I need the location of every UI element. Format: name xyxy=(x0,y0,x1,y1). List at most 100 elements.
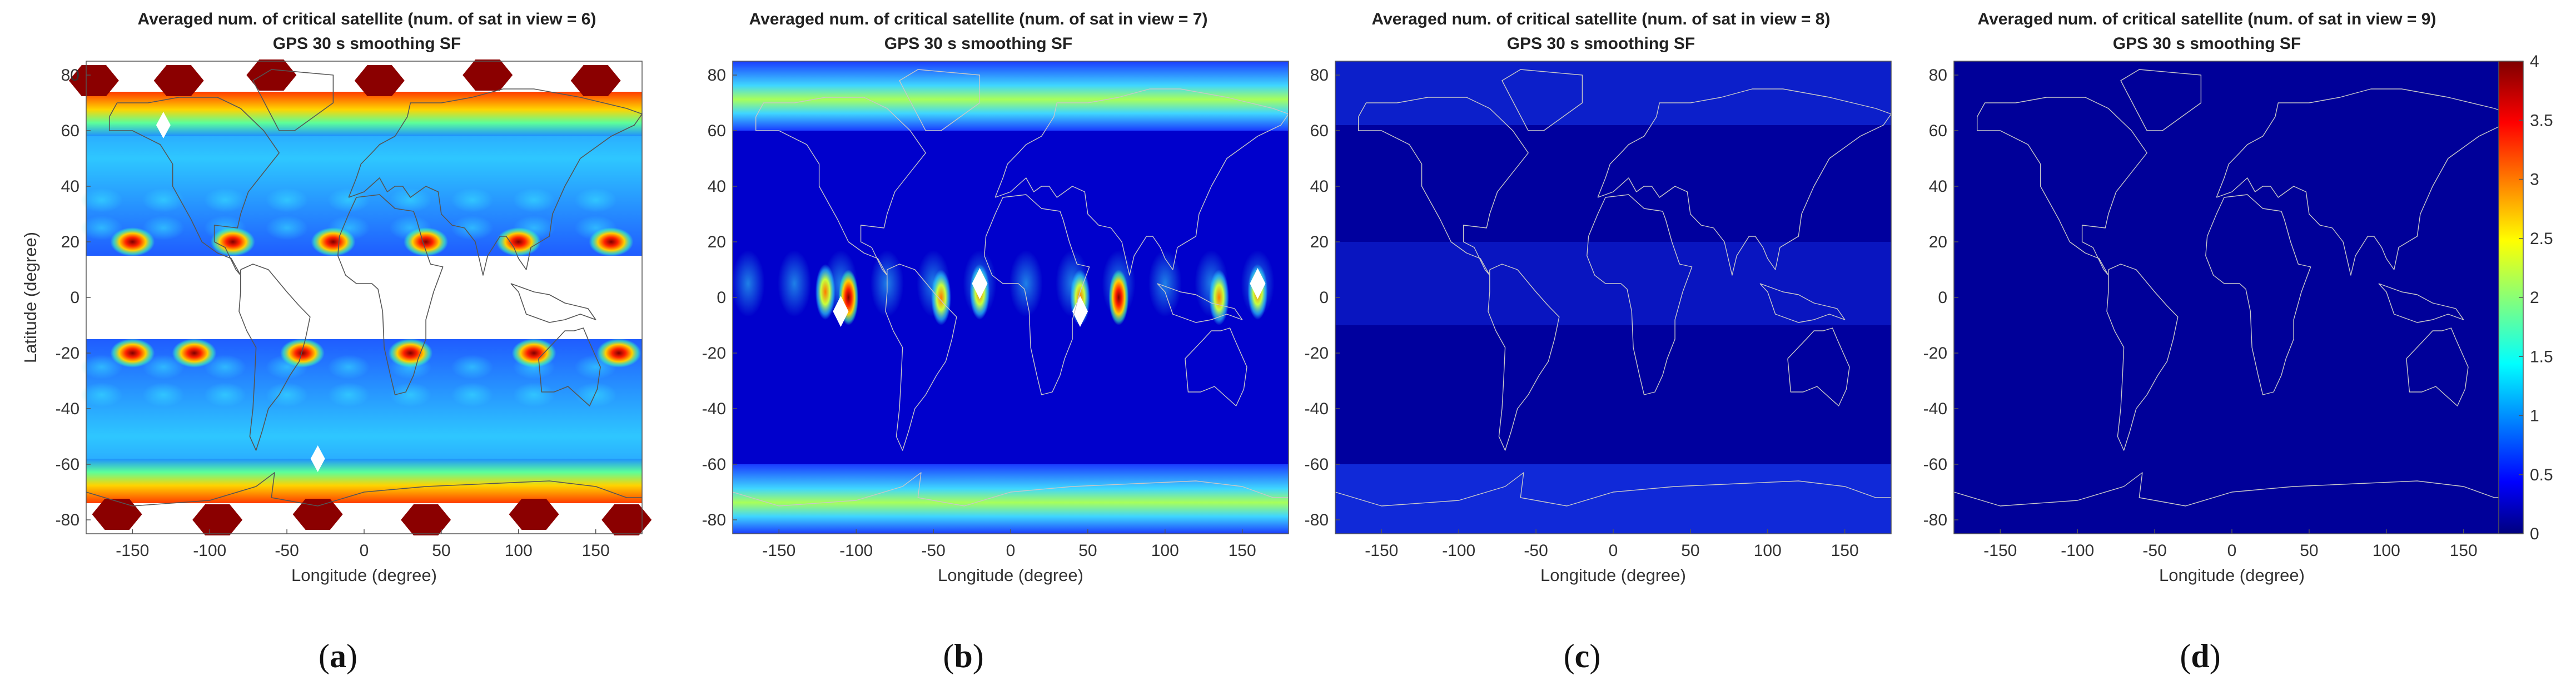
y-tick-label: -40 xyxy=(1305,400,1329,418)
y-tick-label: -60 xyxy=(1305,455,1329,474)
plot-background xyxy=(1335,61,1891,534)
coastline xyxy=(337,194,444,395)
heatmap-cell xyxy=(266,216,309,240)
no-data-marker xyxy=(310,445,325,472)
heatmap-hotspot xyxy=(596,339,641,368)
y-tick-label: 60 xyxy=(1929,122,1947,140)
heatmap-cell xyxy=(731,250,765,317)
x-tick-label: -100 xyxy=(839,542,873,560)
colorbar-tick-label: 3.5 xyxy=(2530,111,2553,130)
x-tick-label: -50 xyxy=(921,542,945,560)
no-data-region xyxy=(86,256,642,339)
chart-title: Averaged num. of critical satellite (num… xyxy=(138,10,596,28)
panel-caption: (c) xyxy=(1564,638,1601,674)
heatmap-cell xyxy=(513,188,555,212)
heatmap-hotspot xyxy=(589,227,634,256)
x-tick-label: -150 xyxy=(762,542,795,560)
coastline xyxy=(1787,327,1850,406)
x-tick-label: -50 xyxy=(275,542,299,560)
y-tick-label: 0 xyxy=(70,289,79,307)
panel-caption: (d) xyxy=(2180,638,2220,674)
no-data-marker xyxy=(972,268,988,299)
y-tick-label: -80 xyxy=(56,511,79,529)
y-tick-label: 0 xyxy=(1938,289,1947,307)
coastline xyxy=(1358,97,1529,276)
x-axis-label: Longitude (degree) xyxy=(2159,565,2305,585)
x-tick-label: -100 xyxy=(2061,542,2094,560)
y-tick-label: -20 xyxy=(1305,344,1329,363)
y-tick-label: 80 xyxy=(1929,66,1947,85)
colorbar-tick-label: 1 xyxy=(2530,407,2539,425)
heatmap-cell xyxy=(204,188,246,212)
coastline xyxy=(108,97,280,276)
heatmap-band xyxy=(86,459,642,503)
no-data-marker xyxy=(156,112,171,138)
x-tick-label: 0 xyxy=(2227,542,2237,560)
y-tick-label: -40 xyxy=(702,400,726,418)
x-tick-label: 50 xyxy=(1078,542,1097,560)
heatmap-cell xyxy=(142,216,185,240)
heatmap-band xyxy=(1335,61,1891,125)
coastline xyxy=(1501,69,1583,131)
heatmap-hotspot xyxy=(311,227,356,256)
coastline xyxy=(252,69,334,131)
heatmap-cell xyxy=(204,383,246,407)
heatmap-cell xyxy=(601,504,652,535)
coastline xyxy=(1488,264,1560,451)
no-data-marker xyxy=(833,296,849,327)
heatmap-band xyxy=(733,61,1289,131)
heatmap-hotspot xyxy=(931,270,951,325)
heatmap-cell xyxy=(92,499,142,530)
heatmap-cell xyxy=(327,355,370,379)
x-tick-label: -50 xyxy=(2142,542,2166,560)
panel-caption: (a) xyxy=(319,638,357,674)
chart-subtitle: GPS 30 s smoothing SF xyxy=(2113,34,2301,53)
heatmap-cell xyxy=(266,188,309,212)
heatmap-cell xyxy=(204,355,246,379)
y-tick-label: -80 xyxy=(1305,511,1329,529)
coastline xyxy=(1157,283,1243,323)
x-tick-label: 50 xyxy=(2300,542,2318,560)
colorbar-tick-label: 0 xyxy=(2530,525,2539,543)
colorbar-tick-label: 3 xyxy=(2530,171,2539,189)
x-tick-label: 50 xyxy=(1681,542,1699,560)
coastline xyxy=(1953,472,2510,507)
heatmap-hotspot xyxy=(815,264,836,320)
heatmap-cell xyxy=(80,355,123,379)
y-tick-label: 20 xyxy=(708,233,726,251)
coastline xyxy=(1185,327,1247,406)
y-tick-label: -80 xyxy=(702,511,726,529)
x-tick-label: 100 xyxy=(505,542,533,560)
heatmap-cell xyxy=(451,355,494,379)
heatmap-cell xyxy=(354,65,405,96)
y-tick-label: 20 xyxy=(1929,233,1947,251)
no-data-region xyxy=(86,503,642,534)
heatmap-cell xyxy=(1009,250,1043,317)
x-axis-label: Longitude (degree) xyxy=(1540,565,1686,585)
coastline xyxy=(2216,88,2510,276)
x-tick-label: -100 xyxy=(1442,542,1475,560)
colorbar-tick-label: 4 xyxy=(2530,52,2539,71)
y-tick-label: 20 xyxy=(61,233,79,251)
heatmap-hotspot xyxy=(1209,270,1229,325)
x-tick-label: -150 xyxy=(1365,542,1398,560)
coastline xyxy=(994,88,1289,276)
heatmap-cell xyxy=(451,216,494,240)
x-tick-label: 50 xyxy=(432,542,450,560)
coastline xyxy=(1587,194,1693,395)
y-tick-label: -20 xyxy=(56,344,79,363)
coastline xyxy=(510,283,596,323)
x-tick-label: 100 xyxy=(2373,542,2400,560)
x-tick-label: 0 xyxy=(360,542,369,560)
heatmap-hotspot xyxy=(404,227,449,256)
chart-title: Averaged num. of critical satellite (num… xyxy=(1372,10,1831,28)
colorbar-tick-label: 1.5 xyxy=(2530,348,2553,366)
y-tick-label: 0 xyxy=(717,289,726,307)
heatmap-band xyxy=(86,92,642,136)
no-data-marker xyxy=(1072,296,1088,327)
heatmap-cell xyxy=(80,383,123,407)
y-tick-label: 40 xyxy=(1310,177,1329,196)
heatmap-cell xyxy=(1148,250,1182,317)
y-tick-label: -20 xyxy=(1923,344,1947,363)
